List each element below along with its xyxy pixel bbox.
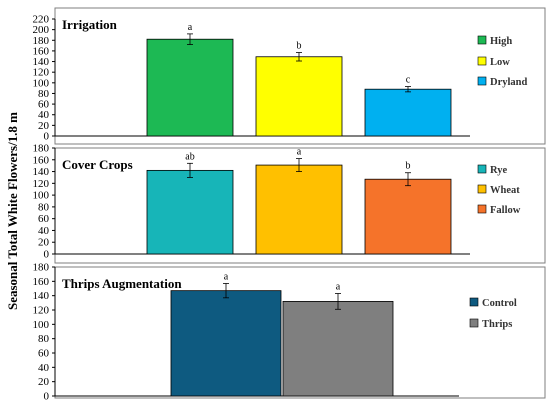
- y-tick-label: 140: [33, 290, 50, 302]
- panel-title: Thrips Augmentation: [62, 276, 182, 291]
- legend-label: Wheat: [490, 185, 520, 196]
- y-tick-label: 0: [44, 249, 50, 261]
- y-tick-label: 120: [33, 178, 50, 190]
- y-tick-label: 200: [33, 24, 50, 36]
- y-tick-label: 80: [38, 88, 50, 100]
- bar-high: [146, 38, 234, 137]
- legend-swatch: [477, 184, 487, 194]
- y-tick-label: 80: [38, 333, 50, 345]
- significance-letter: a: [224, 271, 229, 282]
- legend-swatch: [477, 35, 487, 45]
- significance-letter: a: [297, 147, 302, 158]
- y-tick-label: 160: [33, 154, 50, 166]
- legend-label: Fallow: [490, 205, 521, 216]
- bar-dryland: [364, 88, 452, 137]
- y-tick-label: 20: [38, 237, 50, 249]
- y-tick-label: 180: [33, 262, 50, 274]
- y-tick-label: 60: [38, 99, 50, 111]
- panel-3: 0 20 40 60 80 100 120 140 160 180 Thrips Augmentat…: [33, 262, 546, 403]
- legend-label: Low: [490, 57, 510, 68]
- legend-label: Rye: [490, 165, 507, 176]
- y-tick-label: 160: [33, 276, 50, 288]
- y-tick-label: 20: [38, 376, 50, 388]
- bar-low: [255, 56, 343, 137]
- legend-label: Thrips: [482, 319, 512, 330]
- significance-letter: a: [188, 22, 193, 33]
- bar-fallow: [364, 178, 452, 255]
- legend-label: High: [490, 36, 512, 47]
- y-axis-label: Seasonal Total White Flowers/1.8 m: [5, 112, 20, 310]
- y-tick-label: 140: [33, 56, 50, 68]
- y-tick-label: 60: [38, 348, 50, 360]
- legend-label: Control: [482, 298, 517, 309]
- y-tick-label: 100: [33, 190, 50, 202]
- bar-thrips: [282, 300, 394, 397]
- y-tick-label: 180: [33, 35, 50, 47]
- bar-wheat: [255, 164, 343, 255]
- significance-letter: b: [297, 41, 302, 52]
- y-tick-label: 180: [33, 143, 50, 155]
- panel-title: Cover Crops: [62, 157, 133, 172]
- y-tick-label: 140: [33, 166, 50, 178]
- y-tick-label: 0: [44, 391, 50, 403]
- legend-swatch: [477, 204, 487, 214]
- significance-letter: ab: [185, 151, 194, 162]
- significance-letter: c: [406, 75, 411, 86]
- legend-swatch: [469, 318, 479, 328]
- y-tick-label: 60: [38, 213, 50, 225]
- y-tick-label: 0: [44, 131, 50, 143]
- y-tick-label: 220: [33, 14, 50, 26]
- y-tick-label: 100: [33, 319, 50, 331]
- y-tick-label: 40: [38, 109, 50, 121]
- legend-swatch: [477, 164, 487, 174]
- legend-swatch: [477, 76, 487, 86]
- y-tick-label: 160: [33, 45, 50, 57]
- significance-letter: a: [336, 282, 341, 293]
- panel-title: Irrigation: [62, 17, 118, 32]
- y-tick-label: 40: [38, 225, 50, 237]
- y-tick-label: 120: [33, 305, 50, 317]
- y-tick-label: 80: [38, 201, 50, 213]
- y-tick-label: 100: [33, 77, 50, 89]
- bar-rye: [146, 169, 234, 255]
- legend-swatch: [477, 56, 487, 66]
- legend-label: Dryland: [490, 77, 528, 88]
- y-tick-label: 120: [33, 67, 50, 79]
- legend-swatch: [469, 297, 479, 307]
- significance-letter: b: [406, 161, 411, 172]
- y-tick-label: 20: [38, 120, 50, 132]
- bar-control: [170, 290, 282, 397]
- y-tick-label: 40: [38, 362, 50, 374]
